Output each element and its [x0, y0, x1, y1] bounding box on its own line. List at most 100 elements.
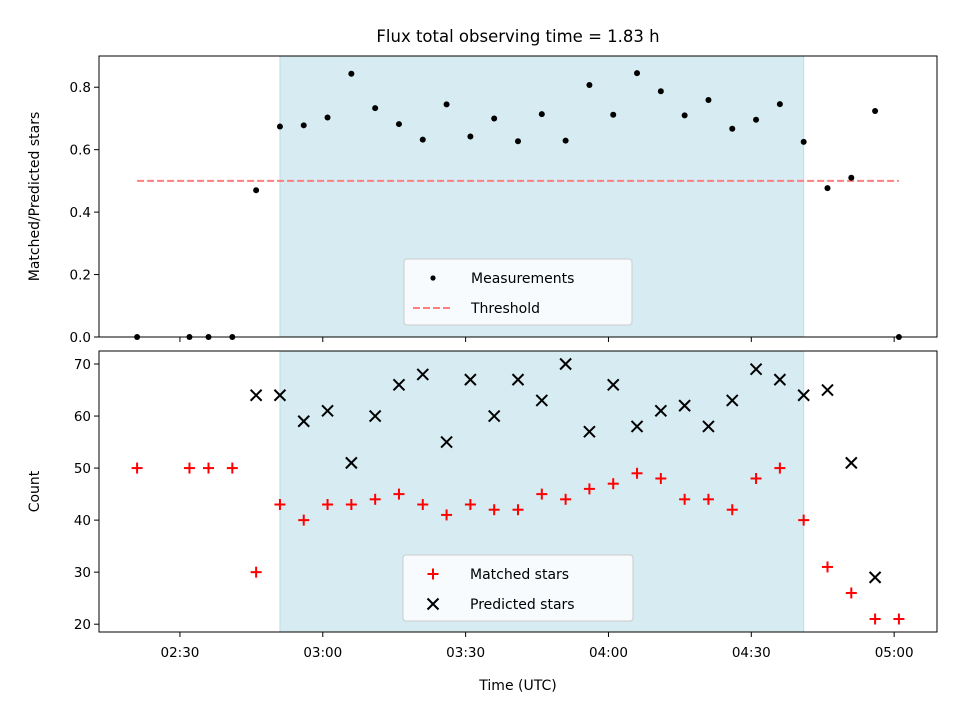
x-tick-label: 02:30: [160, 645, 199, 661]
predicted-star-point: [535, 394, 549, 407]
x-tick-label: 03:00: [303, 645, 342, 661]
measurement-point: [586, 82, 593, 89]
predicted-star-point: [440, 435, 453, 449]
predicted-star-point: [368, 409, 382, 423]
y-tick-label: 70: [74, 357, 91, 373]
legend-predicted-label: Predicted stars: [470, 597, 575, 613]
matched-star-point: [750, 472, 762, 484]
matched-star-point: [798, 514, 810, 526]
measurement-point: [491, 115, 498, 122]
matched-star-point: [345, 499, 357, 511]
predicted-star-point: [678, 399, 691, 412]
matched-star-point: [679, 493, 691, 505]
legend-plus-glyph: [427, 568, 439, 580]
measurement-point: [395, 121, 402, 128]
measurement-point: [824, 185, 831, 192]
legend-matched-marker: [427, 568, 439, 580]
matched-star-point: [655, 472, 667, 484]
bottom-axes-frame: [98, 350, 938, 633]
measurement-point: [634, 70, 641, 77]
y-tick-label: 0.0: [70, 330, 91, 346]
measurement-point: [872, 107, 879, 114]
bottom-x-axis-ticks: 02:30 03:00 03:30 04:00 04:30 05:00: [160, 632, 914, 661]
predicted-star-point: [702, 420, 715, 433]
predicted-star-point: [583, 425, 596, 438]
cross-stroke-b: [821, 383, 834, 397]
predicted-star-point: [464, 373, 477, 386]
bottom-plot-area: [131, 357, 905, 625]
measurement-point: [443, 101, 450, 108]
cross-stroke-b: [392, 378, 406, 392]
predicted-star-point: [487, 409, 501, 423]
cross-stroke-b: [868, 571, 882, 584]
predicted-star-point: [630, 420, 644, 433]
cross-stroke-b: [749, 363, 763, 376]
matched-star-point: [583, 483, 595, 495]
predicted-star-point: [392, 378, 406, 392]
top-y-axis-ticks: 0.0 0.2 0.4 0.6 0.8: [70, 80, 99, 346]
matched-star-point: [488, 504, 500, 516]
predicted-star-point: [559, 357, 572, 371]
y-tick-label: 0.6: [70, 143, 91, 159]
x-tick-label: 05:00: [875, 645, 914, 661]
measurement-point: [419, 136, 426, 143]
predicted-star-point: [345, 456, 358, 470]
cross-stroke-b: [654, 404, 668, 418]
y-tick-label: 60: [74, 409, 91, 425]
cross-stroke-b: [583, 425, 596, 438]
cross-stroke-b: [630, 420, 644, 433]
legend-predicted-marker: [426, 597, 440, 611]
bottom-panel: 20 30 40 50 60 70 02:30 03:00 03:30 04:00 04:30 05…: [27, 350, 938, 694]
measurement-point: [776, 101, 783, 108]
x-tick-label: 03:30: [446, 645, 485, 661]
predicted-star-point: [821, 383, 834, 397]
chart-title: Flux total observing time = 1.83 h: [376, 27, 659, 46]
legend-matched-label: Matched stars: [470, 567, 569, 583]
cross-stroke-b: [678, 399, 691, 412]
predicted-star-point: [845, 456, 858, 470]
cross-stroke-b: [416, 368, 429, 381]
matched-star-point: [726, 504, 738, 516]
matched-star-point: [298, 514, 310, 526]
measurement-point: [800, 138, 807, 145]
cross-stroke-b: [273, 389, 287, 402]
measurement-point: [300, 122, 307, 129]
top-axes-frame: [98, 55, 938, 338]
measurement-point: [324, 114, 331, 121]
x-tick-label: 04:30: [732, 645, 771, 661]
matched-star-point: [512, 504, 524, 516]
y-tick-label: 30: [74, 565, 91, 581]
matched-star-point: [183, 462, 195, 474]
matched-star-point: [631, 467, 643, 479]
measurement-point: [705, 97, 712, 104]
measurement-point: [467, 133, 474, 140]
measurement-point: [372, 105, 379, 112]
measurement-point: [276, 123, 283, 130]
legend-measurements-marker: [430, 275, 436, 281]
matched-star-point: [702, 493, 714, 505]
measurement-point: [610, 111, 617, 118]
top-legend-box: [403, 258, 633, 326]
measurement-point: [848, 174, 855, 181]
predicted-star-point: [654, 404, 668, 418]
cross-stroke-b: [487, 409, 501, 423]
top-x-axis-ticks: [179, 337, 895, 342]
measurement-point: [681, 112, 688, 119]
measurement-point: [253, 187, 260, 194]
legend-x-glyph: [426, 597, 440, 611]
x-axis-label: Time (UTC): [478, 678, 556, 694]
matched-star-point: [536, 488, 548, 500]
predicted-star-point: [297, 415, 310, 428]
cross-stroke-b: [797, 389, 810, 402]
predicted-star-point: [726, 394, 739, 407]
matched-star-point: [274, 499, 286, 511]
matched-star-point: [203, 462, 215, 474]
top-y-axis-label: Matched/Predicted stars: [27, 112, 43, 282]
matched-star-point: [821, 561, 833, 573]
cross-stroke-b: [249, 389, 263, 402]
cross-stroke-b: [368, 409, 382, 423]
cross-stroke-b: [511, 373, 525, 386]
y-tick-label: 50: [74, 461, 91, 477]
measurement-point: [538, 111, 545, 118]
